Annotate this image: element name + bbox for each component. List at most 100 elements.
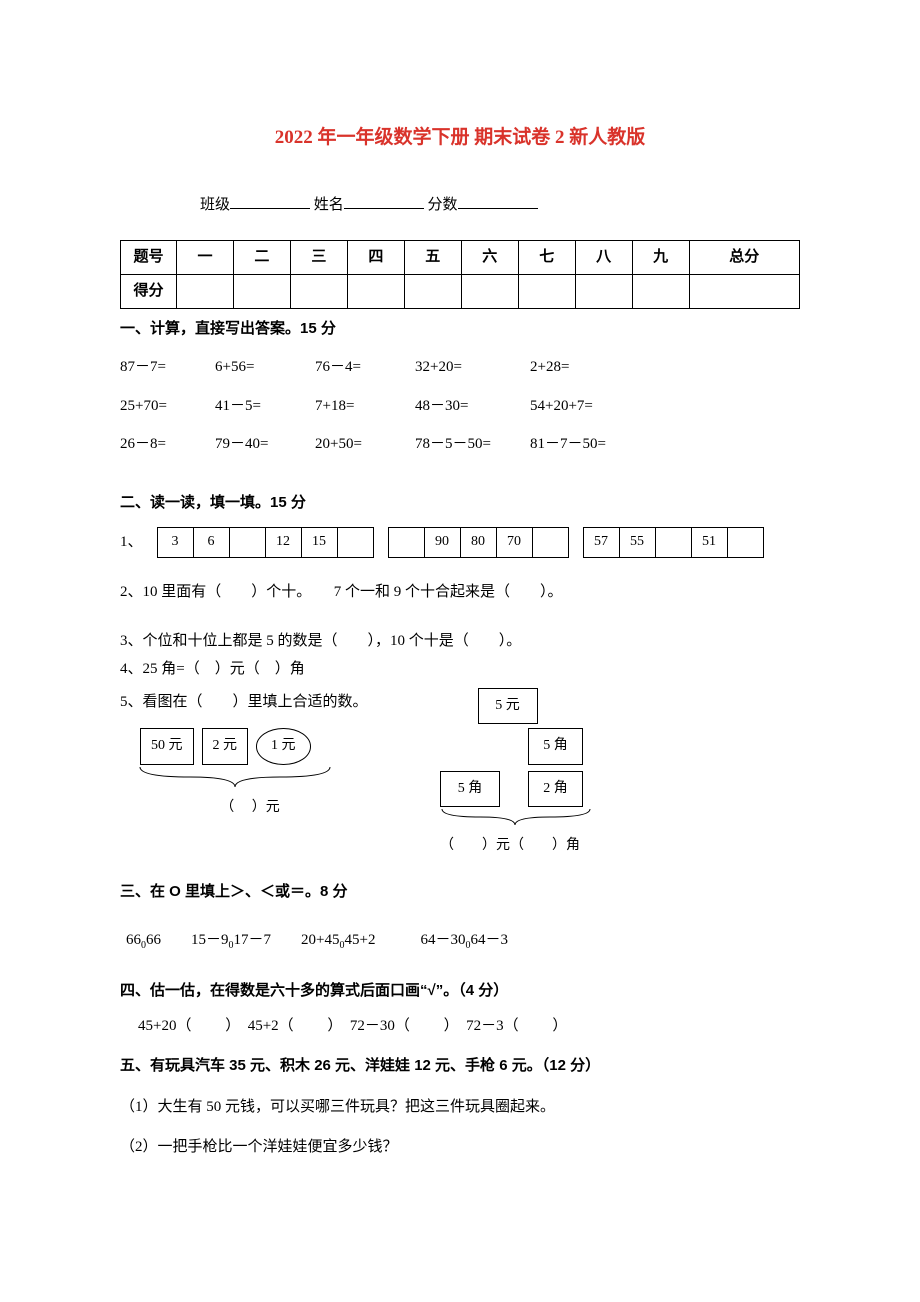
td-blank[interactable] xyxy=(404,274,461,308)
score-value-row: 得分 xyxy=(121,274,800,308)
th-col: 六 xyxy=(461,240,518,274)
seq-cell[interactable] xyxy=(337,528,373,558)
seq-cell[interactable] xyxy=(229,528,265,558)
q2-3: 3、个位和十位上都是 5 的数是（ ），10 个十是（ ）。 xyxy=(120,627,800,656)
class-label: 班级 xyxy=(200,197,230,213)
td-blank[interactable] xyxy=(575,274,632,308)
th-col: 二 xyxy=(233,240,290,274)
th-col: 总分 xyxy=(689,240,799,274)
th-col: 四 xyxy=(347,240,404,274)
td-label: 得分 xyxy=(121,274,177,308)
section5-sub1: （1）大生有 50 元钱，可以买哪三件玩具？把这三件玩具圈起来。 xyxy=(120,1093,800,1122)
calc-item: 41－5= xyxy=(215,392,315,421)
calc-item: 26－8= xyxy=(120,430,215,459)
q2-4: 4、25 角=（ ）元（ ）角 xyxy=(120,655,800,684)
th-col: 八 xyxy=(575,240,632,274)
calc-item: 79－40= xyxy=(215,430,315,459)
seq-cell: 3 xyxy=(157,528,193,558)
calc-item: 48－30= xyxy=(415,392,530,421)
section3-heading: 三、在 O 里填上＞、＜或＝。8 分 xyxy=(120,878,800,907)
calc-item: 87－7= xyxy=(120,353,215,382)
seq-cell: 51 xyxy=(691,528,727,558)
seq-c: 5755 51 xyxy=(583,527,764,558)
seq-cell: 57 xyxy=(583,528,619,558)
seq-b: 908070 xyxy=(388,527,569,558)
class-blank[interactable] xyxy=(230,191,310,209)
seq-a: 36 1215 xyxy=(157,527,374,558)
calc-item: 20+50= xyxy=(315,430,415,459)
calc-item: 81－7－50= xyxy=(530,430,650,459)
q2-2: 2、10 里面有（ ）个十。 7 个一和 9 个十合起来是（ ）。 xyxy=(120,578,800,607)
seq-cell: 70 xyxy=(496,528,532,558)
th-label: 题号 xyxy=(121,240,177,274)
page-title: 2022 年一年级数学下册 期末试卷 2 新人教版 xyxy=(120,120,800,156)
td-blank[interactable] xyxy=(347,274,404,308)
money-right: 5 角 5 角 2 角 （ ）元（ ）角 xyxy=(430,728,660,860)
calc-item: 7+18= xyxy=(315,392,415,421)
money-5jiao-l: 5 角 xyxy=(440,771,500,808)
money-5yuan: 5 元 xyxy=(478,688,538,725)
td-blank[interactable] xyxy=(518,274,575,308)
seq-cell: 6 xyxy=(193,528,229,558)
th-col: 一 xyxy=(177,240,234,274)
money-50: 50 元 xyxy=(140,728,194,765)
money-right-top-box: 5 元 xyxy=(468,688,698,725)
th-col: 九 xyxy=(632,240,689,274)
td-blank[interactable] xyxy=(689,274,799,308)
calc-item: 54+20+7= xyxy=(530,392,650,421)
name-label: 姓名 xyxy=(314,197,344,213)
td-blank[interactable] xyxy=(461,274,518,308)
brace-icon xyxy=(430,807,610,833)
td-blank[interactable] xyxy=(290,274,347,308)
seq-cell[interactable] xyxy=(655,528,691,558)
compare-row: 66066 15－9017－7 20+45045+2 64－30064－3 xyxy=(120,926,800,955)
section4-content: 45+20（ ） 45+2（ ） 72－30（ ） 72－3（ ） xyxy=(120,1012,800,1041)
money-right-sum: （ ）元（ ）角 xyxy=(430,833,660,860)
seq-cell: 90 xyxy=(424,528,460,558)
q2-5: 5、看图在（ ）里填上合适的数。 xyxy=(120,688,368,717)
calc-item: 6+56= xyxy=(215,353,315,382)
td-blank[interactable] xyxy=(233,274,290,308)
calc-item: 78－5－50= xyxy=(415,430,530,459)
money-2jiao: 2 角 xyxy=(528,771,583,808)
money-block: 50 元 2 元 1 元 （ ）元 5 角 5 角 2 角 （ ）元（ ）角 xyxy=(120,728,800,860)
calc-block: 87－7=6+56=76－4=32+20=2+28= 25+70=41－5=7+1… xyxy=(120,353,800,459)
score-label: 分数 xyxy=(428,197,458,213)
seq-cell[interactable] xyxy=(532,528,568,558)
score-header-row: 题号 一 二 三 四 五 六 七 八 九 总分 xyxy=(121,240,800,274)
seq-cell: 80 xyxy=(460,528,496,558)
seq-cell: 55 xyxy=(619,528,655,558)
brace-icon xyxy=(120,765,350,795)
q1-sequences: 1、 36 1215 908070 5755 51 xyxy=(120,527,800,558)
section1-heading: 一、计算，直接写出答案。15 分 xyxy=(120,315,800,344)
meta-line: 班级 姓名 分数 xyxy=(120,191,800,220)
calc-row: 87－7=6+56=76－4=32+20=2+28= xyxy=(120,353,800,382)
seq-cell[interactable] xyxy=(727,528,763,558)
section2-heading: 二、读一读，填一填。15 分 xyxy=(120,489,800,518)
calc-row: 25+70=41－5=7+18=48－30=54+20+7= xyxy=(120,392,800,421)
td-blank[interactable] xyxy=(632,274,689,308)
money-5jiao-r: 5 角 xyxy=(528,728,583,765)
th-col: 五 xyxy=(404,240,461,274)
td-blank[interactable] xyxy=(177,274,234,308)
seq-cell: 15 xyxy=(301,528,337,558)
section5-heading: 五、有玩具汽车 35 元、积木 26 元、洋娃娃 12 元、手枪 6 元。（12… xyxy=(120,1052,800,1081)
money-2: 2 元 xyxy=(202,728,249,765)
score-table: 题号 一 二 三 四 五 六 七 八 九 总分 得分 xyxy=(120,240,800,309)
q1-prefix: 1、 xyxy=(120,528,143,557)
score-blank[interactable] xyxy=(458,191,538,209)
th-col: 三 xyxy=(290,240,347,274)
money-left: 50 元 2 元 1 元 （ ）元 xyxy=(120,728,380,821)
section5-sub2: （2）一把手枪比一个洋娃娃便宜多少钱？ xyxy=(120,1133,800,1162)
calc-item: 2+28= xyxy=(530,353,650,382)
calc-item: 76－4= xyxy=(315,353,415,382)
section4-heading: 四、估一估，在得数是六十多的算式后面口画“√”。（4 分） xyxy=(120,977,800,1006)
name-blank[interactable] xyxy=(344,191,424,209)
calc-item: 25+70= xyxy=(120,392,215,421)
calc-row: 26－8=79－40=20+50=78－5－50=81－7－50= xyxy=(120,430,800,459)
seq-cell: 12 xyxy=(265,528,301,558)
seq-cell[interactable] xyxy=(388,528,424,558)
th-col: 七 xyxy=(518,240,575,274)
calc-item: 32+20= xyxy=(415,353,530,382)
money-1: 1 元 xyxy=(256,728,311,765)
